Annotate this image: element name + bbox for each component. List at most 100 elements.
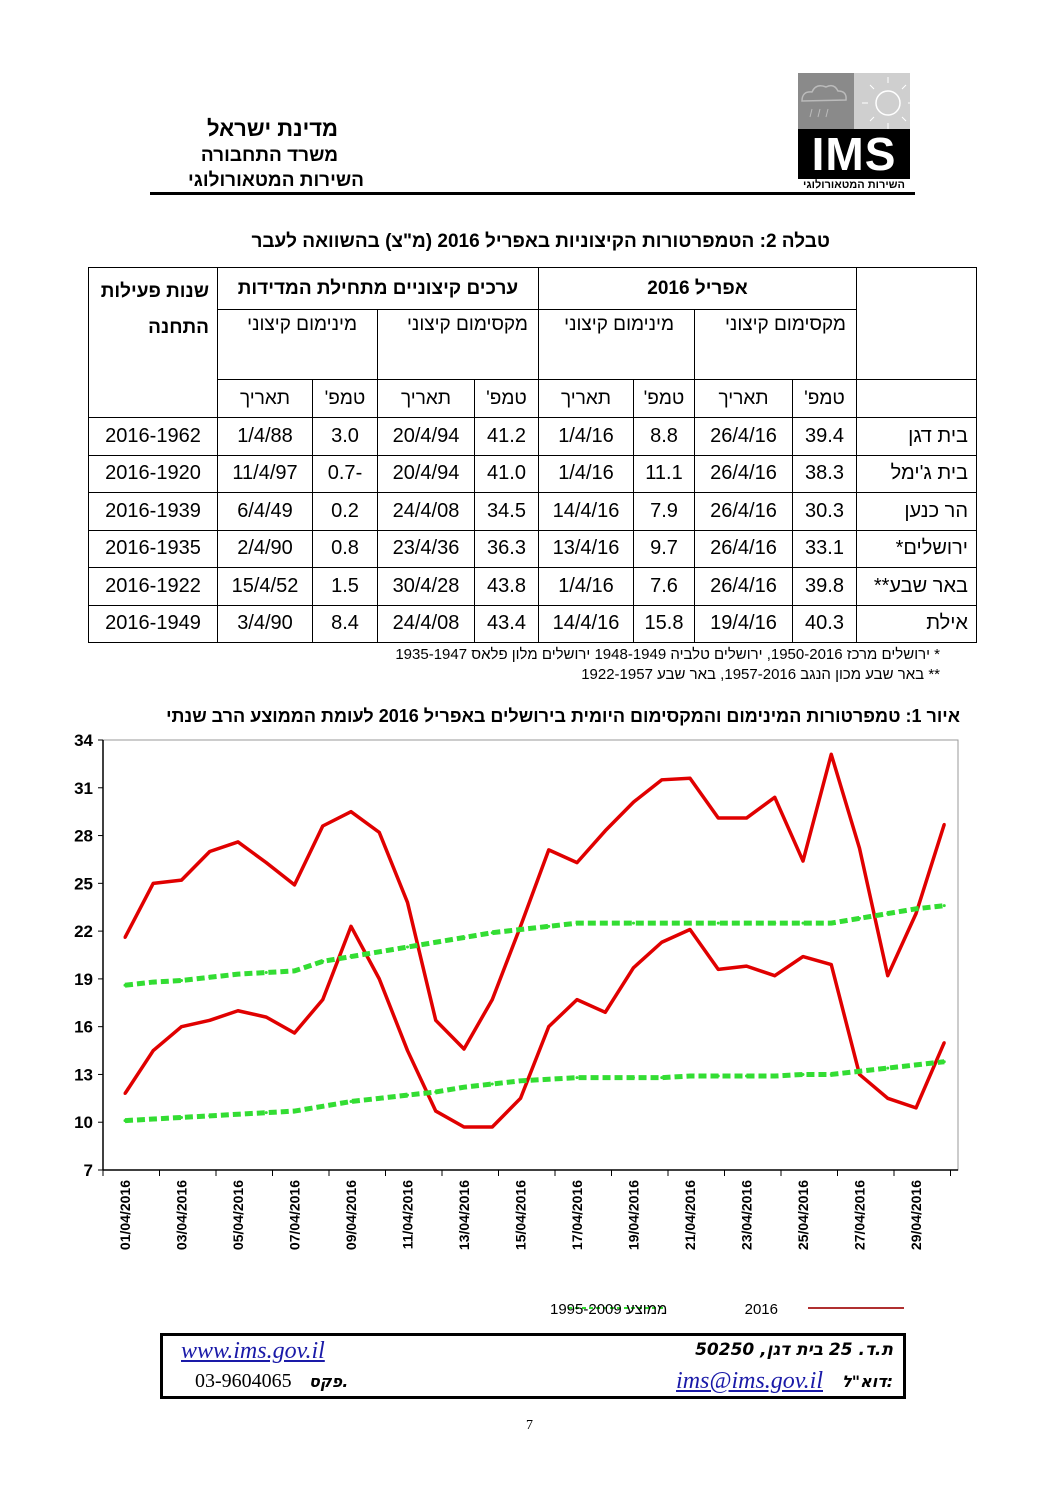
y-tick-label: 16 xyxy=(74,1018,93,1037)
email-link[interactable]: ims@ims.gov.il xyxy=(676,1368,823,1394)
data-point xyxy=(745,1074,748,1078)
data-point xyxy=(434,1018,438,1022)
cell-hmin-d: 1/4/88 xyxy=(217,417,313,456)
data-point xyxy=(575,861,579,865)
service-name: השירות המטאורולוגי xyxy=(188,170,364,191)
cell-hmin-d: 2/4/90 xyxy=(217,529,313,568)
data-point xyxy=(858,916,861,920)
header-rule xyxy=(150,192,915,195)
cell-min-d: 1/4/16 xyxy=(538,567,634,606)
temp-header: טמפ' xyxy=(312,379,378,418)
data-point xyxy=(123,935,127,939)
cell-hmax-d: 20/4/94 xyxy=(377,454,475,493)
x-tick-label: 27/04/2016 xyxy=(852,1180,868,1250)
cell-station: אילת xyxy=(856,604,977,643)
data-point xyxy=(462,1047,466,1051)
data-point xyxy=(632,966,635,970)
cell-hmax-t: 41.0 xyxy=(474,454,539,493)
data-point xyxy=(942,1060,946,1064)
data-point xyxy=(773,974,777,978)
data-point xyxy=(490,1082,494,1086)
data-point xyxy=(914,1106,918,1110)
data-point xyxy=(151,980,155,984)
cell-max-t: 30.3 xyxy=(792,492,857,531)
data-point xyxy=(151,1117,155,1121)
data-point xyxy=(180,978,183,982)
x-tick-label: 19/04/2016 xyxy=(626,1180,642,1250)
date-header: תאריך xyxy=(377,379,475,418)
data-point xyxy=(603,829,607,833)
data-point xyxy=(151,881,155,885)
table-row: באר שבע** 39.8 26/4/16 7.6 1/4/16 43.8 30/4/28… xyxy=(88,567,977,606)
cell-max-t: 39.8 xyxy=(792,567,857,606)
data-point xyxy=(406,1093,409,1097)
address: ת.ד. 25 בית דגן, 50250 xyxy=(695,1340,893,1360)
data-point xyxy=(264,861,268,865)
cell-max-d: 26/4/16 xyxy=(694,417,793,456)
x-tick-label: 29/04/2016 xyxy=(908,1180,924,1250)
table-row: אילת 40.3 19/4/16 15.8 14/4/16 43.4 24/4/08 8.4… xyxy=(88,604,977,643)
data-point xyxy=(547,1077,551,1081)
y-tick-label: 22 xyxy=(74,922,93,941)
email-label: דוא"ל: xyxy=(842,1372,893,1391)
cell-hmax-t: 43.4 xyxy=(474,604,539,643)
data-point xyxy=(886,974,890,978)
x-tick-label: 03/04/2016 xyxy=(174,1180,190,1250)
data-point xyxy=(688,776,692,780)
cell-years: 2016-1935 xyxy=(88,529,218,568)
data-point xyxy=(575,998,579,1002)
cell-max-t: 38.3 xyxy=(792,454,857,493)
data-point xyxy=(745,921,748,925)
x-tick-label: 17/04/2016 xyxy=(569,1180,585,1250)
data-point xyxy=(942,822,946,826)
cell-hmin-d: 6/4/49 xyxy=(217,492,313,531)
table-row: הר כנען 30.3 26/4/16 7.9 14/4/16 34.5 24/4/08 0… xyxy=(88,492,977,531)
data-point xyxy=(716,1074,720,1078)
data-point xyxy=(603,1010,607,1014)
cell-hmax-t: 36.3 xyxy=(474,529,539,568)
data-point xyxy=(773,1074,777,1078)
data-point xyxy=(293,883,296,887)
data-point xyxy=(886,912,890,916)
temp-header: טמפ' xyxy=(633,379,695,418)
data-point xyxy=(829,921,833,925)
data-point xyxy=(349,924,353,928)
cell-min-d: 1/4/16 xyxy=(538,417,634,456)
x-tick-label: 11/04/2016 xyxy=(400,1180,416,1250)
chart-title: איור 1: טמפרטורות המינימום והמקסימום היו… xyxy=(166,706,960,726)
data-point xyxy=(575,921,579,925)
data-point xyxy=(123,983,127,987)
cell-hmax-d: 20/4/94 xyxy=(377,417,475,456)
cell-station: הר כנען xyxy=(856,492,977,531)
cell-hmin-t: 0.2 xyxy=(312,492,378,531)
website-link[interactable]: www.ims.gov.il xyxy=(181,1338,325,1364)
data-point xyxy=(716,967,720,971)
y-tick-label: 19 xyxy=(74,970,93,989)
cell-station: בית ג'ימל xyxy=(856,454,977,493)
data-point xyxy=(716,816,720,820)
cell-max-t: 40.3 xyxy=(792,604,857,643)
data-point xyxy=(490,1125,494,1129)
fax-number: 03-9604065 xyxy=(195,1370,292,1392)
table-title: טבלה 2: הטמפרטורות הקיצוניות באפריל 2016… xyxy=(251,231,830,252)
cell-hmin-d: 3/4/90 xyxy=(217,604,313,643)
series-line-3 xyxy=(124,1059,945,1124)
april-max-header: מקסימום קיצוני xyxy=(694,309,857,380)
cell-hmin-t: 1.5 xyxy=(312,567,378,606)
data-point xyxy=(829,963,833,967)
cell-years: 2016-1920 xyxy=(88,454,218,493)
cell-hmax-t: 41.2 xyxy=(474,417,539,456)
data-point xyxy=(688,928,692,932)
data-point xyxy=(321,1104,325,1108)
data-point xyxy=(519,928,522,932)
date-header: תאריך xyxy=(538,379,634,418)
fax-label: פקס. xyxy=(309,1372,349,1391)
y-tick-label: 31 xyxy=(74,779,93,798)
x-tick-label: 01/04/2016 xyxy=(117,1180,133,1250)
cell-hmax-d: 30/4/28 xyxy=(377,567,475,606)
cell-max-t: 33.1 xyxy=(792,529,857,568)
cell-years: 2016-1922 xyxy=(88,567,218,606)
april-min-header: מינימום קיצוני xyxy=(538,309,695,380)
years-header: שנות פעילות התחנה xyxy=(88,267,218,418)
data-point xyxy=(829,752,833,756)
